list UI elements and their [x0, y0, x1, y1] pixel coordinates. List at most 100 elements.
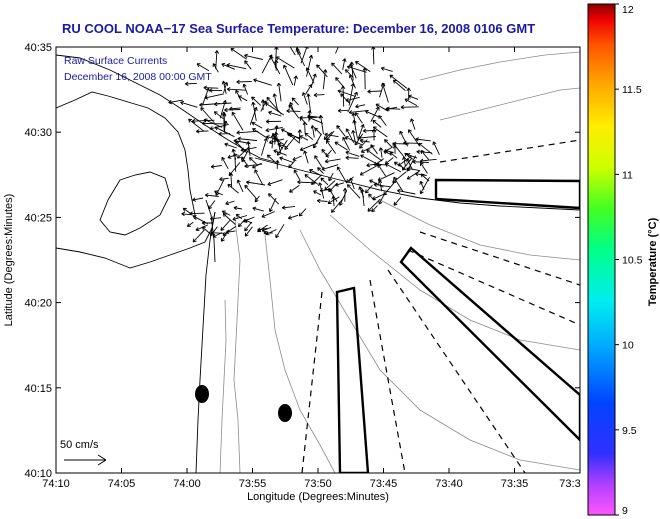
current-vector [370, 106, 380, 122]
current-vector [324, 158, 341, 164]
current-vector [360, 154, 376, 164]
current-vector [225, 200, 235, 206]
current-vector [336, 125, 346, 137]
current-vector [342, 58, 347, 70]
current-vector [273, 149, 287, 156]
current-vector [272, 93, 279, 112]
current-vector [416, 149, 432, 154]
current-vector [340, 85, 346, 107]
current-vector [231, 111, 244, 131]
current-vector [420, 162, 428, 174]
lane-line-6 [301, 291, 323, 473]
contour-8 [219, 299, 227, 473]
current-vector [302, 121, 307, 134]
x-tick-label: 73:50 [304, 478, 332, 490]
current-vector [360, 188, 365, 207]
current-vector [244, 226, 253, 237]
current-vector [415, 137, 431, 142]
current-vector [221, 62, 235, 70]
colorbar-tick-label: 9 [622, 505, 628, 517]
staten-island [99, 171, 171, 236]
current-vector [221, 80, 227, 94]
current-vector [266, 154, 279, 166]
current-vector [408, 129, 420, 147]
current-vector [257, 224, 268, 233]
current-vector [419, 176, 430, 195]
current-vector [244, 60, 252, 70]
current-vector [289, 47, 296, 56]
current-vector [342, 187, 348, 202]
current-vector [331, 198, 344, 213]
colorbar-tick-label: 10.5 [622, 255, 643, 267]
current-vector [226, 63, 247, 70]
nj-north-shore [56, 91, 197, 221]
current-vector [191, 118, 215, 124]
current-vector [264, 102, 285, 116]
current-vector [196, 63, 210, 72]
nj-coast [195, 211, 216, 473]
current-vector [213, 101, 232, 107]
current-vector [220, 219, 231, 231]
current-vector [253, 78, 272, 86]
legend-line-1: Raw Surface Currents [64, 55, 167, 67]
station-dot-1 [195, 385, 209, 403]
colorbar-gradient [587, 3, 616, 516]
current-vector [312, 134, 322, 149]
current-vector [307, 110, 312, 122]
current-vector [305, 84, 313, 95]
current-vector [393, 161, 407, 171]
current-vector [275, 160, 280, 169]
current-vector [221, 210, 231, 216]
current-vector [248, 157, 257, 165]
current-vector [306, 54, 314, 77]
current-vector [310, 73, 317, 87]
current-vector [357, 124, 365, 140]
x-tick-label: 73:45 [370, 478, 398, 490]
current-vector [254, 195, 260, 203]
current-vector [204, 192, 219, 198]
current-vector [223, 82, 229, 93]
current-vector [412, 159, 429, 164]
current-vector [201, 87, 210, 106]
current-vector [189, 211, 205, 216]
current-vector [346, 65, 367, 73]
current-vector [304, 132, 314, 140]
current-vector [261, 226, 272, 232]
colorbar-tick-label: 12 [622, 4, 634, 16]
current-vector [192, 229, 205, 243]
current-vector [211, 230, 224, 235]
colorbar: 12 11.5 11 10.5 10 9.5 9 Temperature (°C) [587, 3, 659, 517]
current-vector [276, 139, 288, 156]
current-vector [252, 206, 264, 212]
current-vector [373, 158, 384, 166]
lane-box-southeast [399, 246, 580, 442]
current-vector [214, 190, 224, 196]
station-dot-2 [278, 404, 292, 422]
current-vector [275, 224, 285, 239]
current-vector [291, 97, 299, 106]
current-vector [359, 165, 377, 176]
current-vector [372, 126, 388, 138]
current-vector [246, 141, 251, 156]
contour-5 [379, 199, 580, 261]
current-vector [354, 133, 364, 146]
current-vector [386, 106, 401, 111]
current-vector [268, 197, 277, 213]
colorbar-tick-label: 11.5 [622, 84, 642, 96]
scale-arrow [64, 454, 107, 466]
current-vector [181, 211, 192, 217]
lane-line-3 [407, 249, 580, 326]
current-vector [241, 148, 250, 163]
current-vector [276, 82, 282, 102]
current-vector [235, 213, 243, 220]
current-vector [323, 131, 333, 140]
y-tick-label: 40:10 [24, 468, 52, 480]
current-vector [236, 79, 252, 85]
contour-1 [233, 219, 241, 473]
current-vector [237, 136, 258, 142]
current-vector [316, 198, 328, 204]
current-vector [244, 53, 263, 60]
current-vector [299, 142, 319, 152]
current-vector [334, 141, 348, 151]
current-vector [351, 112, 356, 125]
